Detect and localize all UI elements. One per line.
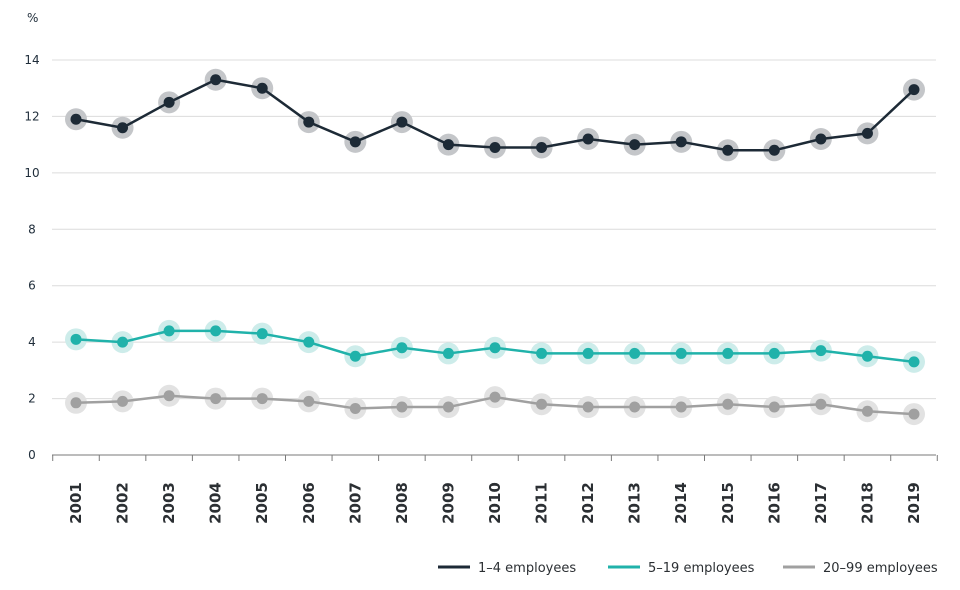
series-3 — [65, 384, 925, 426]
data-point — [861, 127, 873, 139]
data-point — [396, 116, 408, 128]
legend-label: 20–99 employees — [823, 561, 938, 576]
y-tick-label: 8 — [28, 222, 36, 236]
x-tick-label: 2019 — [905, 482, 923, 524]
y-tick-label: 10 — [24, 166, 39, 180]
data-point — [629, 401, 641, 413]
data-point — [442, 401, 454, 413]
x-tick-label: 2013 — [626, 482, 644, 524]
data-point — [768, 347, 780, 359]
y-tick-label: 2 — [28, 392, 36, 406]
x-tick-label: 2002 — [114, 482, 132, 524]
data-point — [117, 336, 129, 348]
data-point — [861, 405, 873, 417]
x-tick-label: 2008 — [393, 482, 411, 524]
data-point — [349, 350, 361, 362]
y-tick-label: 14 — [24, 53, 39, 67]
data-point — [210, 393, 222, 405]
data-point — [303, 116, 315, 128]
data-point — [489, 391, 501, 403]
data-point — [70, 113, 82, 125]
data-point — [629, 347, 641, 359]
x-tick-label: 2015 — [719, 482, 737, 524]
data-point — [536, 398, 548, 410]
legend: 1–4 employees 5–19 employees 20–99 employe… — [438, 561, 938, 576]
data-point — [675, 136, 687, 148]
x-tick-label: 2010 — [486, 482, 504, 524]
data-point — [210, 325, 222, 337]
data-point — [303, 395, 315, 407]
x-axis: 2001 2002 2003 2004 2005 2006 2007 2008 2009 2010… — [52, 455, 938, 524]
x-tick-label: 2007 — [346, 482, 364, 524]
data-point — [722, 144, 734, 156]
data-point — [722, 347, 734, 359]
data-point — [536, 347, 548, 359]
data-point — [536, 141, 548, 153]
data-point — [722, 398, 734, 410]
data-point — [70, 397, 82, 409]
x-tick-label: 2014 — [672, 482, 690, 524]
series-2 — [65, 319, 925, 373]
y-tick-label: 0 — [28, 448, 36, 462]
x-tick-label: 2005 — [253, 482, 271, 524]
data-point — [256, 328, 268, 340]
y-tick-label: 4 — [28, 335, 36, 349]
data-point — [629, 139, 641, 151]
data-point — [163, 390, 175, 402]
data-point — [675, 401, 687, 413]
data-point — [582, 401, 594, 413]
series-layer — [65, 68, 925, 426]
x-tick-label: 2006 — [300, 482, 318, 524]
x-tick-label: 2012 — [579, 482, 597, 524]
x-tick-label: 2018 — [858, 482, 876, 524]
data-point — [861, 350, 873, 362]
legend-label: 5–19 employees — [648, 561, 755, 576]
data-point — [163, 96, 175, 108]
y-tick-label: 12 — [24, 109, 39, 123]
x-tick-label: 2017 — [812, 482, 830, 524]
series-1 — [65, 68, 925, 162]
y-axis-unit-label: % — [27, 11, 38, 25]
data-point — [349, 136, 361, 148]
x-tick-label: 2004 — [207, 482, 225, 524]
data-point — [117, 122, 129, 134]
data-point — [815, 398, 827, 410]
data-point — [489, 141, 501, 153]
data-point — [442, 347, 454, 359]
data-point — [768, 401, 780, 413]
data-point — [675, 347, 687, 359]
data-point — [303, 336, 315, 348]
data-point — [768, 144, 780, 156]
x-tick-label: 2016 — [765, 482, 783, 524]
data-point — [396, 401, 408, 413]
data-point — [256, 393, 268, 405]
legend-label: 1–4 employees — [478, 561, 576, 576]
data-point — [117, 395, 129, 407]
data-point — [70, 333, 82, 345]
data-point — [396, 342, 408, 354]
x-tick-label: 2003 — [160, 482, 178, 524]
data-point — [256, 82, 268, 94]
data-point — [908, 84, 920, 96]
data-point — [163, 325, 175, 337]
data-point — [210, 74, 222, 86]
x-tick-label: 2009 — [439, 482, 457, 524]
x-tick-label: 2011 — [533, 482, 551, 524]
data-point — [908, 356, 920, 368]
data-point — [815, 133, 827, 145]
y-tick-label: 6 — [28, 279, 36, 293]
data-point — [442, 139, 454, 151]
data-point — [815, 345, 827, 357]
data-point — [349, 402, 361, 414]
data-point — [582, 347, 594, 359]
data-point — [582, 133, 594, 145]
data-point — [908, 408, 920, 420]
y-axis-ticks: 0 2 4 6 8 10 12 14 — [24, 53, 39, 462]
data-point — [489, 342, 501, 354]
x-tick-label: 2001 — [67, 482, 85, 524]
